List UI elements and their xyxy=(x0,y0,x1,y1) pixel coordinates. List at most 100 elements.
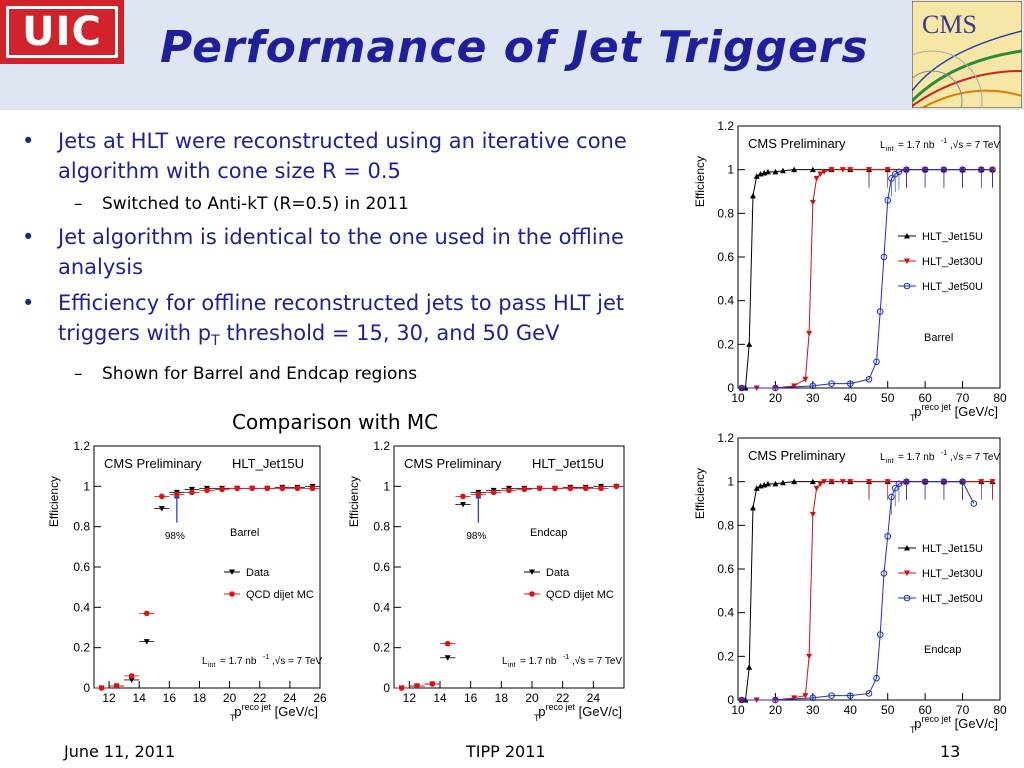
data-point xyxy=(764,480,771,487)
data-point xyxy=(460,501,466,508)
lumi-sub: int xyxy=(208,662,215,669)
data-point xyxy=(598,485,604,492)
x-axis-label-sub: T xyxy=(534,713,540,723)
y-tick-label: 1.2 xyxy=(717,431,734,445)
sub-bullet-item: Switched to Anti-kT (R=0.5) in 2011 xyxy=(18,192,708,216)
data-point xyxy=(891,484,899,492)
y-tick-label: 0.6 xyxy=(73,560,90,574)
legend-label: HLT_Jet30U xyxy=(922,568,983,580)
data-point xyxy=(921,166,929,173)
chart-title: CMS Preliminary xyxy=(404,456,502,471)
region-label: Barrel xyxy=(230,527,259,539)
data-point xyxy=(865,690,873,697)
uic-logo-text: UIC xyxy=(22,9,102,55)
data-point xyxy=(828,380,835,387)
data-point xyxy=(802,376,809,383)
data-point xyxy=(444,640,451,647)
data-point xyxy=(772,480,779,487)
data-point xyxy=(839,479,846,485)
x-axis-label: preco jet [GeV/c] xyxy=(914,402,998,419)
y-axis-label: Efficiency xyxy=(347,476,361,527)
data-point xyxy=(128,677,135,683)
y-tick-label: 0.4 xyxy=(373,600,390,614)
x-axis-label: preco jet [GeV/c] xyxy=(538,702,622,719)
lumi-label: L xyxy=(502,656,508,667)
y-tick-label: 1 xyxy=(727,163,734,177)
data-point xyxy=(772,696,779,704)
data-point xyxy=(817,481,824,487)
data-point xyxy=(772,384,779,392)
data-point xyxy=(414,683,420,689)
comparison-caption: Comparison with MC xyxy=(232,410,439,434)
legend-label: QCD dijet MC xyxy=(246,589,314,601)
x-tick-label: 40 xyxy=(844,703,858,717)
y-tick-label: 0.2 xyxy=(73,641,90,655)
x-tick-label: 24 xyxy=(587,691,601,705)
data-point xyxy=(143,639,150,645)
data-point xyxy=(791,383,798,389)
x-tick-label: 18 xyxy=(495,691,509,705)
sub-bullet-text: Shown for Barrel and Endcap regions xyxy=(102,364,418,385)
data-point xyxy=(490,489,497,496)
y-tick-label: 1 xyxy=(383,479,390,493)
annotation-label: 98% xyxy=(466,531,486,542)
y-tick-label: 0.2 xyxy=(717,337,734,351)
x-axis-label-p: p xyxy=(234,704,241,719)
x-tick-label: 12 xyxy=(102,691,116,705)
uic-logo: UIC xyxy=(0,0,124,64)
data-point xyxy=(809,478,816,485)
x-tick-label: 18 xyxy=(193,691,207,705)
y-tick-label: 0.8 xyxy=(717,206,734,220)
data-point xyxy=(989,166,996,173)
data-point xyxy=(772,168,779,175)
data-point xyxy=(143,610,150,617)
x-tick-label: 20 xyxy=(525,691,539,705)
data-point xyxy=(536,485,543,492)
legend-marker xyxy=(529,569,535,575)
x-axis-label-p: p xyxy=(914,716,921,731)
data-point xyxy=(895,168,903,176)
data-point xyxy=(903,478,910,485)
data-point xyxy=(158,506,165,512)
y-tick-label: 1.2 xyxy=(717,119,734,133)
plot-frame xyxy=(93,445,321,689)
data-point xyxy=(746,664,753,670)
cms-logo: CMS xyxy=(912,1,1022,108)
data-point xyxy=(791,478,798,485)
data-point xyxy=(940,478,948,485)
x-tick-label: 24 xyxy=(283,691,297,705)
mc-endcap-svg: 0 0.2 0.4 0.6 0.8 1 1.2 12 14 16 18 20 22 24 Efficienc… xyxy=(347,439,625,723)
data-point xyxy=(865,375,873,383)
sqrts-value: ,√s = 7 TeV xyxy=(272,655,322,667)
x-axis-label-sub: T xyxy=(230,713,236,723)
data-point xyxy=(866,479,872,485)
y-axis-label: Efficiency xyxy=(47,476,61,527)
data-point xyxy=(398,685,405,691)
region-label: Endcap xyxy=(530,527,567,539)
data-point xyxy=(846,380,854,387)
legend-marker xyxy=(229,569,235,575)
data-point xyxy=(749,504,756,511)
data-point xyxy=(828,479,835,485)
data-point xyxy=(746,341,753,347)
data-point xyxy=(791,166,798,173)
data-point xyxy=(521,486,528,493)
legend-label: HLT_Jet50U xyxy=(922,281,983,293)
legend-marker xyxy=(904,570,910,576)
x-axis-label-unit: [GeV/c] xyxy=(271,704,318,719)
x-tick-label: 22 xyxy=(556,691,570,705)
legend-label: Data xyxy=(546,567,570,579)
data-point xyxy=(582,485,589,492)
data-point xyxy=(779,167,786,174)
chart-title: CMS Preliminary xyxy=(748,448,846,463)
mc-barrel-plot: 0 0.2 0.4 0.6 0.8 1 1.2 12 14 16 18 20 22 24 26 Efficie… xyxy=(44,436,334,728)
lumi-sub: int xyxy=(886,146,893,153)
bullet-list: Jets at HLT were reconstructed using an … xyxy=(18,126,708,392)
data-point xyxy=(989,479,996,485)
y-tick-label: 0.6 xyxy=(717,562,734,576)
y-tick-label: 1 xyxy=(83,479,90,493)
data-point xyxy=(959,166,966,173)
data-point xyxy=(903,166,910,173)
y-tick-label: 0.8 xyxy=(373,520,390,534)
data-point xyxy=(791,695,798,701)
